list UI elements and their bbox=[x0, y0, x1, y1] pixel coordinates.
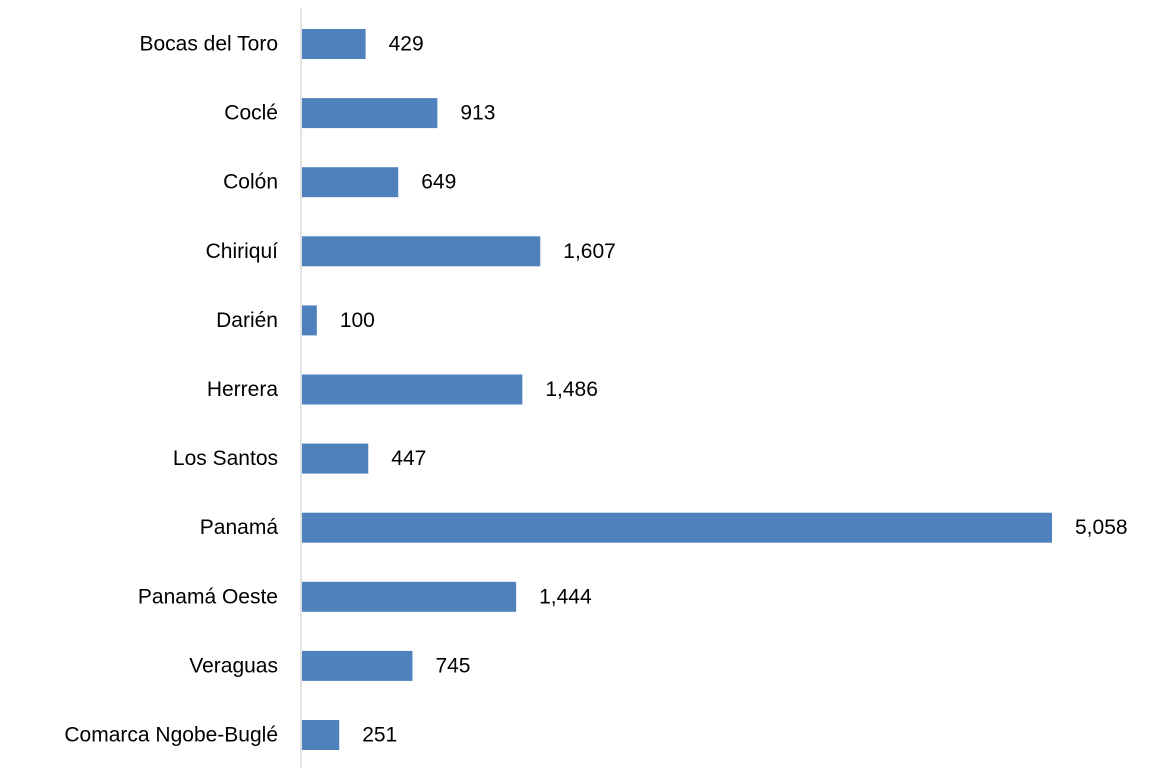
bar bbox=[302, 512, 1052, 543]
data-label: 429 bbox=[389, 33, 424, 56]
data-label: 1,607 bbox=[563, 240, 616, 263]
category-label: Herrera bbox=[207, 378, 279, 401]
labels-layer: Bocas del Toro 429 Coclé 913 Colón 649 Chiriqu… bbox=[64, 33, 1127, 747]
bar bbox=[302, 167, 399, 198]
bar bbox=[302, 443, 369, 474]
bar bbox=[302, 98, 438, 129]
bar bbox=[302, 720, 340, 750]
category-label: Colón bbox=[223, 171, 278, 194]
category-label: Chiriquí bbox=[206, 240, 279, 263]
bar bbox=[302, 29, 366, 59]
category-label: Veraguas bbox=[189, 654, 278, 677]
category-label: Los Santos bbox=[173, 447, 278, 470]
data-label: 913 bbox=[460, 102, 495, 125]
bar bbox=[302, 236, 541, 267]
data-label: 100 bbox=[340, 309, 375, 332]
category-label: Panamá bbox=[200, 516, 279, 539]
category-label: Comarca Ngobe-Buglé bbox=[64, 724, 278, 747]
data-label: 1,486 bbox=[545, 378, 598, 401]
bar bbox=[302, 305, 317, 336]
data-label: 1,444 bbox=[539, 585, 592, 608]
data-label: 649 bbox=[421, 171, 456, 194]
category-label: Coclé bbox=[224, 102, 278, 125]
category-label: Bocas del Toro bbox=[139, 33, 278, 56]
category-label: Darién bbox=[216, 309, 278, 332]
data-label: 745 bbox=[435, 654, 470, 677]
bar bbox=[302, 374, 523, 405]
data-label: 251 bbox=[362, 724, 397, 747]
bar bbox=[302, 581, 517, 612]
bars-layer bbox=[302, 29, 1052, 750]
data-label: 5,058 bbox=[1075, 516, 1128, 539]
data-label: 447 bbox=[391, 447, 426, 470]
bar bbox=[302, 650, 413, 681]
category-label: Panamá Oeste bbox=[138, 585, 278, 608]
